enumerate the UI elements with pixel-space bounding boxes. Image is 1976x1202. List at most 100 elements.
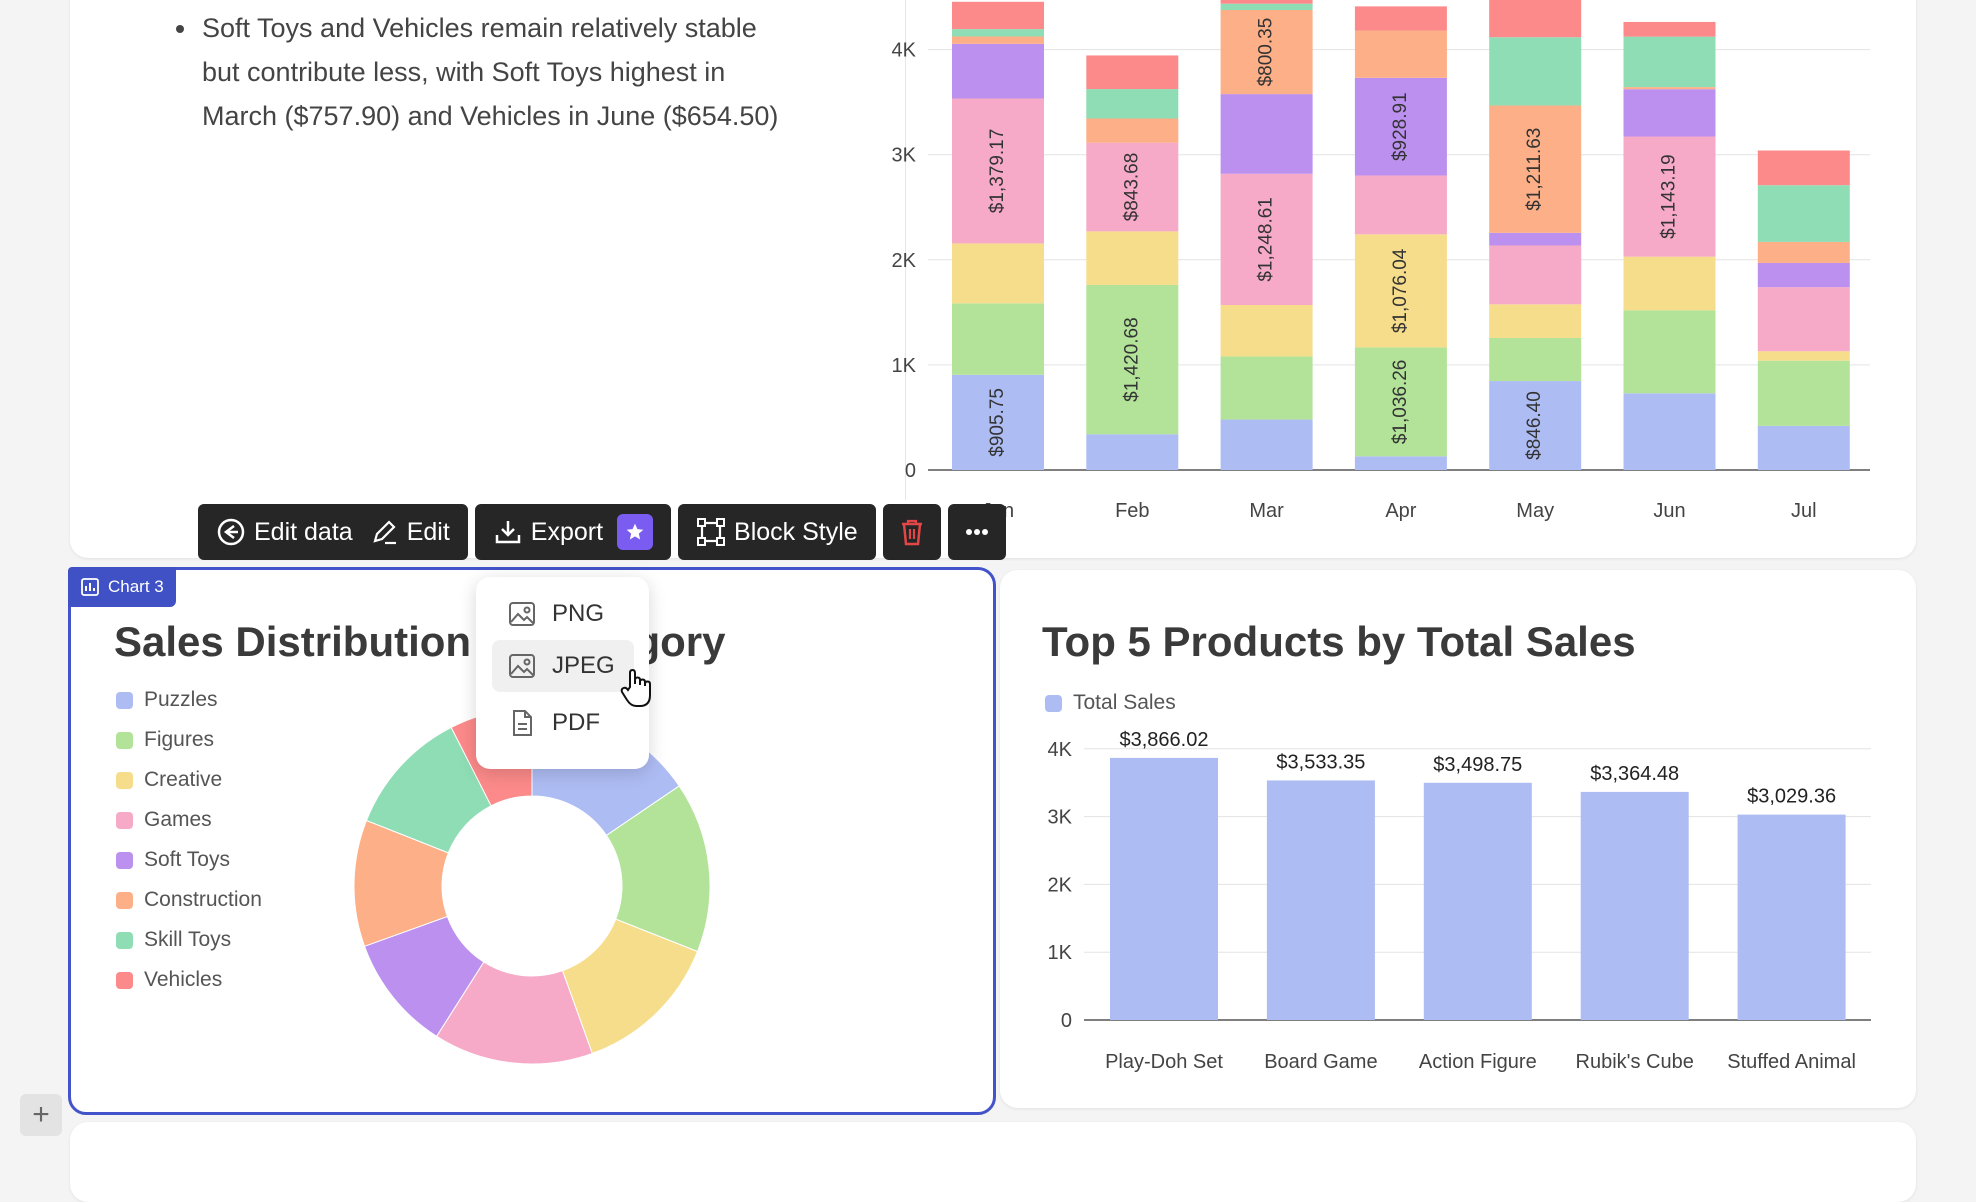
legend-total-sales: Total Sales [1045,691,1176,715]
bar-segment [952,98,1044,244]
chart-chip: Chart 3 [68,567,176,607]
x-tick-label: Jul [1791,500,1817,522]
data-label: $905.75 [987,388,1008,457]
bar-segment [1489,304,1582,338]
legend-swatch [1045,694,1062,712]
x-tick-label: May [1516,500,1554,522]
data-label: $846.40 [1524,391,1545,460]
edit-data-icon [217,518,245,546]
delete-button[interactable] [882,504,941,560]
y-tick-label: 1K [1048,942,1073,964]
bar-segment [1354,77,1447,176]
add-block-button[interactable]: + [20,1094,62,1136]
bar-segment [1086,434,1179,470]
y-tick-label: 2K [892,250,917,272]
block-style-button[interactable]: Block Style [688,504,866,560]
next-block [70,1122,1916,1202]
bar-segment [1086,118,1179,143]
bar-segment [1354,30,1447,78]
value-label: $3,866.02 [1120,729,1209,751]
bar [1266,780,1375,1020]
legend-item-soft-toys: Soft Toys [116,848,230,872]
y-tick-label: 4K [1048,739,1073,761]
data-label: $800.35 [1256,18,1277,87]
block-style-label: Block Style [734,517,858,546]
value-label: $3,498.75 [1433,754,1522,776]
bullet-dot [176,25,184,33]
bar-segment [1623,36,1716,88]
trash-icon [901,519,922,546]
x-tick-label: Feb [1115,500,1149,522]
edit-data-button[interactable]: Edit data [208,504,361,560]
legend-label: Creative [144,768,223,791]
data-label: $843.68 [1121,153,1142,222]
x-tick-label: Apr [1385,500,1416,522]
bar-segment [1757,360,1850,426]
bar-segment [1354,6,1447,31]
bar [1580,791,1689,1020]
y-tick-label: 2K [1048,874,1073,896]
legend-swatch [116,971,133,989]
legend-item-creative: Creative [116,768,222,792]
data-label: $1,036.26 [1390,360,1411,445]
bar-segment [1757,185,1850,242]
donut-chart [353,707,711,1065]
bar-segment [1086,142,1179,232]
data-label: $1,420.68 [1121,317,1142,402]
bar-segment [1757,351,1850,361]
bar-segment [952,1,1044,30]
y-tick-label: 0 [905,460,916,482]
more-icon [965,529,988,535]
x-tick-label: Board Game [1264,1051,1377,1073]
bar [1423,782,1532,1020]
bar-segment [1354,175,1447,235]
bar-segment [1623,21,1716,37]
bar-segment [1354,347,1447,457]
more-button[interactable] [947,504,1006,560]
pdf-label: PDF [552,709,600,736]
y-tick-label: 3K [1048,807,1073,829]
png-label: PNG [552,600,605,627]
plus-icon: + [32,1098,50,1131]
style-group: Block Style [678,504,876,560]
export-jpeg-option[interactable]: JPEG [492,640,634,692]
bar-segment [952,243,1044,304]
legend-item-skill-toys: Skill Toys [116,928,231,952]
bar-segment [952,29,1044,37]
bar-segment [952,303,1044,375]
legend-item-construction: Construction [116,888,262,912]
image-icon [509,654,535,678]
legend-label: Total Sales [1073,691,1176,714]
legend-swatch [116,811,133,829]
star-badge [617,514,654,550]
bar-segment [1354,456,1447,470]
bar-segment [1086,284,1179,435]
bullet-line-3: March ($757.90) and Vehicles in June ($6… [202,101,779,131]
bar-segment [1086,55,1179,90]
x-tick-label: Rubik's Cube [1576,1051,1694,1073]
y-tick-label: 0 [1061,1010,1072,1032]
legend-label: Soft Toys [144,848,230,871]
export-group: Export [474,504,672,560]
value-label: $3,029.36 [1747,786,1836,808]
bar-segment [1220,419,1313,470]
export-button[interactable]: Export [485,504,661,560]
legend-label: Vehicles [144,968,223,991]
bar-segment [1489,245,1582,305]
edit-button[interactable]: Edit [361,504,458,560]
data-label: $1,248.61 [1256,197,1277,282]
export-pdf-option[interactable]: PDF [492,697,634,749]
bar-segment [1623,136,1716,257]
bar-segment [1354,234,1447,348]
download-icon [495,521,521,544]
legend-item-vehicles: Vehicles [116,968,222,992]
value-label: $3,364.48 [1590,763,1679,785]
export-png-option[interactable]: PNG [492,588,634,640]
bar-segment [1220,0,1313,4]
legend-item-puzzles: Puzzles [116,688,218,712]
data-label: $1,076.04 [1390,248,1411,333]
legend-swatch [116,731,133,749]
bar-segment [1489,37,1582,106]
bar-segment [1489,0,1582,38]
y-tick-label: 1K [892,355,917,377]
